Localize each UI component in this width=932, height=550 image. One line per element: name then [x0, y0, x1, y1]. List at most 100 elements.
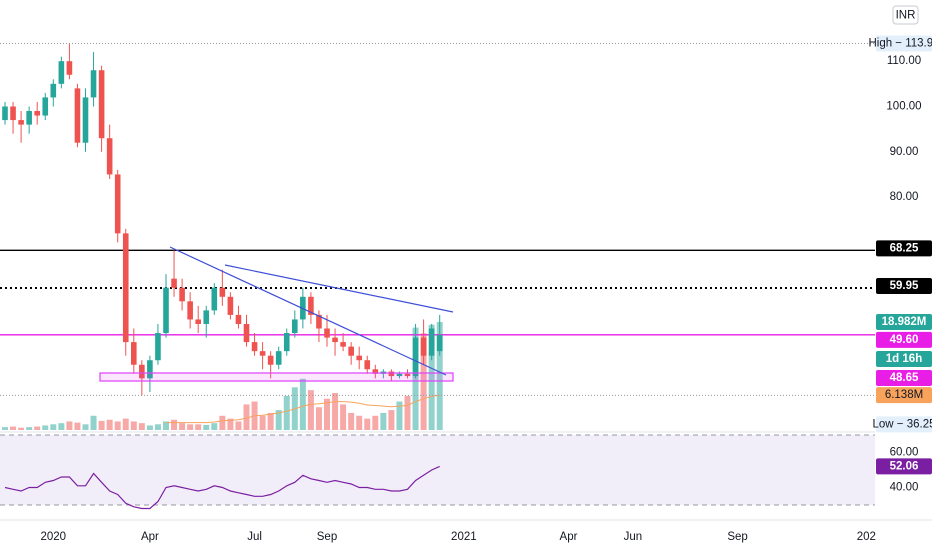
volume-bar [106, 419, 113, 430]
volume-bar [348, 412, 355, 430]
volume-bar [18, 427, 25, 430]
x-tick-label: Sep [317, 531, 337, 543]
high-badge-bg [876, 35, 932, 52]
candle [428, 323, 435, 361]
candle [98, 65, 105, 152]
candle-body [316, 314, 322, 329]
candle-body [235, 314, 242, 324]
low-badge-bg [876, 416, 932, 433]
volume-bar [34, 426, 41, 430]
candle [420, 319, 427, 365]
support-zone [99, 372, 454, 382]
countdown-badge-text: 1d 16h [886, 353, 922, 365]
candle [131, 328, 137, 374]
candle-body [227, 296, 234, 315]
volume-bar [428, 324, 435, 430]
candle-body [90, 70, 97, 98]
candle-body [155, 333, 161, 361]
volume-pane [2, 321, 443, 430]
candle [2, 101, 8, 125]
candle-body [412, 337, 419, 377]
x-tick-label: Apr [141, 531, 159, 543]
candle [82, 88, 89, 152]
candle [106, 124, 113, 179]
candle-body [26, 111, 32, 125]
candle [122, 228, 129, 356]
volume-ma-line [166, 394, 440, 424]
candle-body [324, 328, 330, 338]
candle [436, 314, 443, 356]
volume-bar [163, 421, 169, 430]
candle-body [332, 337, 338, 343]
candle-body [42, 97, 49, 116]
level-badge: 49.60 [876, 331, 932, 348]
level-badge-bg [876, 331, 932, 348]
volume-bar [2, 427, 8, 430]
candle-body [275, 351, 282, 365]
volume-bar [380, 412, 387, 430]
candle-body [18, 120, 24, 125]
candle-body [163, 287, 169, 334]
x-tick-label: Apr [560, 531, 578, 543]
volume-bar [154, 424, 161, 430]
volume-ma-badge: 6.138M [876, 387, 932, 404]
volume-bar [82, 424, 89, 430]
candle [50, 79, 57, 107]
candle [364, 355, 371, 374]
candle [66, 43, 73, 80]
volume-bar [98, 420, 105, 430]
currency-box: INR [892, 5, 919, 25]
currency-frame [892, 5, 919, 25]
y-tick-label: 100.00 [886, 101, 921, 113]
volume-bar [10, 426, 17, 430]
candle-body [34, 111, 40, 116]
volume-bar [179, 423, 186, 430]
volume-bar [299, 378, 306, 430]
candle-body [147, 360, 153, 379]
candle-body [356, 355, 362, 361]
candle [171, 250, 177, 297]
candle [259, 342, 266, 370]
rsi-band [0, 435, 875, 505]
candle-body [187, 301, 193, 320]
high-badge: High − 113.90 [868, 35, 932, 52]
volume-bar [259, 415, 266, 430]
candle-body [122, 233, 129, 343]
volume-bar [50, 424, 57, 430]
candle-body [82, 97, 89, 143]
rsi-badge: 52.06 [876, 458, 932, 475]
candle [372, 364, 379, 379]
candle [267, 351, 274, 379]
candle [243, 314, 250, 347]
candle [251, 333, 258, 356]
candle [275, 346, 282, 370]
candle-body [66, 61, 73, 75]
candle [139, 360, 145, 396]
candle [18, 111, 24, 143]
candle-body [388, 371, 395, 377]
candle [356, 346, 362, 370]
volume-badge-text: 18.982M [882, 316, 927, 328]
candle-body [348, 346, 354, 356]
volume-bar [388, 410, 395, 430]
x-tick-label: Sep [727, 531, 747, 543]
volume-bar [275, 410, 282, 430]
low-badge-text: Low − 36.25 [873, 418, 932, 430]
candle-body [372, 369, 379, 374]
volume-bar [315, 407, 322, 430]
volume-bar [283, 395, 290, 430]
candle-body [436, 334, 443, 352]
candle [235, 305, 242, 329]
low-badge: Low − 36.25 [873, 416, 932, 433]
candle-body [292, 319, 298, 334]
candle [74, 83, 81, 148]
candle-body [58, 61, 65, 84]
volume-bar [420, 333, 427, 430]
y-tick-label: 110.00 [887, 55, 921, 67]
volume-bar [340, 404, 347, 430]
candle-body [219, 287, 226, 297]
volume-bar [130, 421, 137, 430]
volume-ma-badge-bg [876, 387, 932, 404]
candle-body [114, 174, 121, 234]
